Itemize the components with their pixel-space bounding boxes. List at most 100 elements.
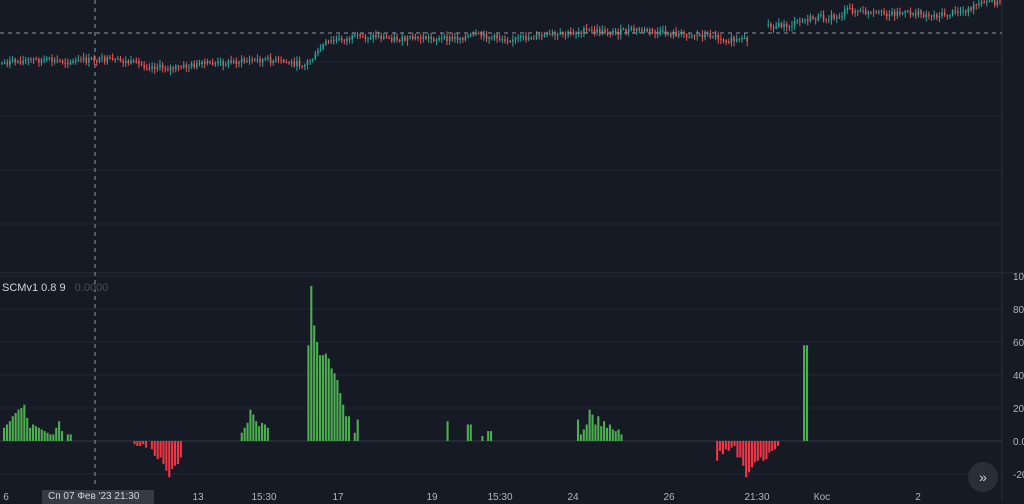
candle-body bbox=[124, 60, 127, 63]
candle-body bbox=[551, 34, 554, 36]
candle-body bbox=[596, 28, 598, 33]
candle-body bbox=[943, 12, 946, 16]
candle-body bbox=[556, 34, 559, 36]
candle-body bbox=[612, 30, 614, 35]
candle-body bbox=[393, 36, 396, 42]
histogram-bar bbox=[336, 379, 339, 441]
histogram-bar bbox=[139, 441, 142, 446]
candle-body bbox=[575, 33, 577, 35]
candle-body bbox=[804, 19, 806, 21]
candle-body bbox=[891, 11, 893, 15]
histogram-bar bbox=[136, 441, 139, 446]
candle-body bbox=[167, 69, 169, 71]
candle-body bbox=[117, 58, 119, 60]
histogram-bar bbox=[611, 429, 614, 441]
histogram-bar bbox=[133, 441, 136, 445]
histogram-bar bbox=[339, 393, 342, 441]
candle-body bbox=[604, 29, 606, 34]
candle-body bbox=[106, 57, 109, 62]
candle-body bbox=[875, 11, 878, 13]
candle-body bbox=[693, 35, 696, 37]
candle-body bbox=[564, 34, 567, 36]
candle-body bbox=[448, 37, 451, 42]
candle-body bbox=[322, 44, 325, 49]
candle-body bbox=[548, 33, 551, 35]
candle-body bbox=[380, 35, 382, 39]
candle-body bbox=[899, 11, 901, 14]
candle-body bbox=[430, 36, 433, 39]
candle-body bbox=[809, 16, 812, 22]
candle-body bbox=[1, 63, 3, 65]
candle-body bbox=[572, 32, 575, 35]
candle-body bbox=[843, 9, 846, 16]
candle-body bbox=[706, 33, 709, 35]
candle-body bbox=[22, 60, 24, 64]
scroll-to-realtime-button[interactable]: » bbox=[968, 462, 998, 492]
candle-body bbox=[227, 60, 230, 65]
candle-body bbox=[928, 14, 930, 16]
candle-body bbox=[986, 1, 988, 3]
candle-body bbox=[501, 39, 504, 41]
histogram-bar bbox=[721, 441, 725, 455]
histogram-bar bbox=[342, 404, 345, 441]
candle-body bbox=[148, 67, 151, 69]
candle-body bbox=[64, 62, 66, 64]
candle-body bbox=[238, 62, 240, 65]
candle-body bbox=[59, 60, 61, 62]
candle-body bbox=[962, 10, 964, 12]
candle-body bbox=[812, 16, 814, 19]
candle-body bbox=[509, 40, 512, 42]
histogram-bar bbox=[333, 373, 336, 441]
candle-body bbox=[720, 38, 722, 40]
histogram-bar bbox=[345, 416, 348, 441]
candle-body bbox=[820, 14, 822, 16]
histogram-bar bbox=[591, 414, 594, 441]
candle-body bbox=[633, 27, 635, 31]
candle-body bbox=[411, 36, 414, 40]
candle-body bbox=[132, 60, 135, 62]
histogram-bar bbox=[258, 426, 261, 441]
candle-body bbox=[696, 35, 698, 37]
histogram-bar bbox=[66, 434, 69, 441]
histogram-bar bbox=[252, 414, 255, 441]
candle-body bbox=[627, 29, 630, 33]
candle-body bbox=[354, 35, 356, 37]
candle-body bbox=[311, 59, 314, 61]
candle-body bbox=[14, 59, 16, 63]
candle-body bbox=[580, 32, 583, 34]
candle-body bbox=[691, 35, 693, 37]
candle-body bbox=[793, 20, 796, 26]
candle-body bbox=[675, 31, 677, 37]
candle-body bbox=[493, 34, 496, 38]
candle-body bbox=[662, 30, 664, 32]
candle-body bbox=[214, 63, 217, 65]
candle-body bbox=[685, 34, 688, 38]
candle-body bbox=[348, 38, 351, 40]
double-chevron-right-icon: » bbox=[979, 469, 987, 485]
candle-body bbox=[664, 30, 667, 35]
candle-body bbox=[77, 59, 80, 61]
candle-body bbox=[6, 62, 9, 65]
candle-body bbox=[514, 37, 517, 40]
histogram-bar bbox=[162, 441, 165, 465]
candle-body bbox=[469, 34, 472, 36]
candle-body bbox=[388, 37, 390, 39]
candle-body bbox=[949, 15, 951, 17]
x-tick-label: 15:30 bbox=[487, 492, 512, 501]
candle-body bbox=[114, 58, 117, 60]
candle-body bbox=[38, 59, 40, 63]
histogram-bar bbox=[733, 441, 736, 446]
histogram-bar bbox=[588, 409, 591, 441]
candle-body bbox=[538, 34, 540, 36]
candle-body bbox=[240, 58, 243, 63]
histogram-bar bbox=[762, 441, 765, 461]
candle-body bbox=[864, 10, 867, 15]
candle-body bbox=[930, 15, 933, 17]
candle-body bbox=[733, 37, 735, 42]
candle-body bbox=[404, 36, 406, 41]
candle-body bbox=[517, 37, 519, 39]
candle-body bbox=[614, 30, 617, 33]
candle-body bbox=[282, 60, 285, 63]
candle-body bbox=[920, 10, 922, 15]
